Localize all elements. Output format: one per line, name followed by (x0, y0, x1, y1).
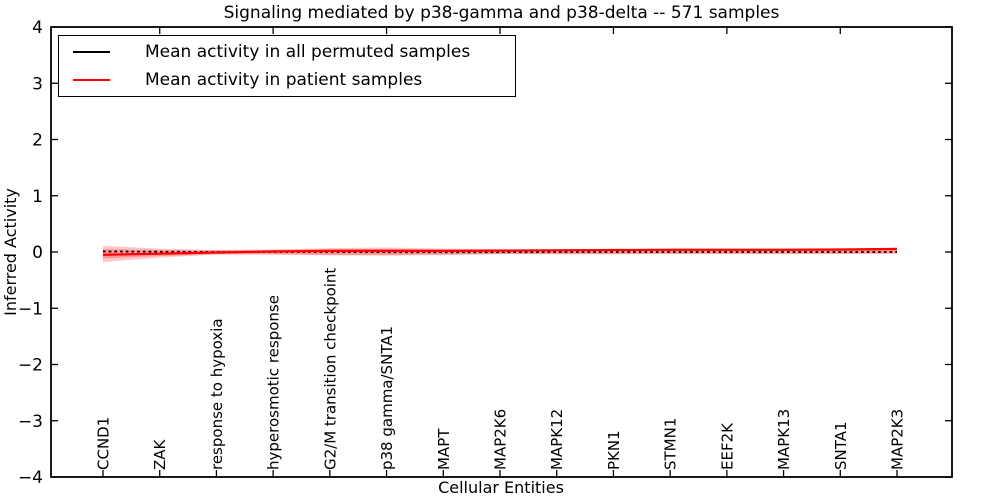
y-tick-label: 3 (32, 74, 43, 94)
chart-title: Signaling mediated by p38-gamma and p38-… (223, 3, 780, 23)
x-tick-label: SNTA1 (832, 421, 850, 470)
legend-item-permuted: Mean activity in all permuted samples (59, 39, 515, 65)
x-tick-label: CCND1 (95, 417, 113, 470)
x-tick-label: G2/M transition checkpoint (321, 268, 339, 470)
y-tick-label: −3 (18, 412, 43, 432)
x-tick-label: response to hypoxia (208, 318, 226, 470)
legend-box: Mean activity in all permuted samples Me… (58, 35, 516, 97)
legend-label: Mean activity in patient samples (145, 69, 423, 90)
y-tick-label: 1 (32, 187, 43, 207)
x-tick-label: p38 gamma/SNTA1 (378, 326, 396, 470)
legend-item-patient: Mean activity in patient samples (59, 67, 515, 93)
y-axis-label: Inferred Activity (1, 188, 20, 316)
x-tick-label: ZAK (151, 438, 169, 470)
y-tick-label: −4 (18, 468, 43, 488)
permuted-line-sample-icon (73, 51, 110, 54)
x-axis-label: Cellular Entities (438, 478, 564, 497)
y-tick-label: 2 (32, 131, 43, 151)
plot-area: −4 −3 −2 −1 0 1 2 3 4 CCND1 ZAK response to hypoxia… (18, 18, 953, 488)
x-tick-label: MAPK12 (548, 409, 566, 470)
y-tick-label: 0 (32, 243, 43, 263)
x-tick-label: MAP2K3 (889, 409, 907, 470)
x-tick-label: hyperosmotic response (265, 295, 283, 470)
patient-mean-line (102, 247, 898, 256)
y-tick-label: 4 (32, 18, 43, 38)
x-tick-label: MAPK13 (775, 409, 793, 470)
x-tick-label: PKN1 (605, 430, 623, 470)
x-tick-label: MAP2K6 (492, 409, 510, 470)
x-tick-label: STMN1 (662, 418, 680, 470)
x-tick-label: MAPT (435, 428, 453, 470)
x-tick-label: EEF2K (718, 422, 736, 470)
patient-line-sample-icon (73, 78, 110, 81)
legend-label: Mean activity in all permuted samples (145, 42, 471, 63)
y-tick-label: −2 (18, 356, 43, 376)
y-tick-label: −1 (18, 299, 43, 319)
